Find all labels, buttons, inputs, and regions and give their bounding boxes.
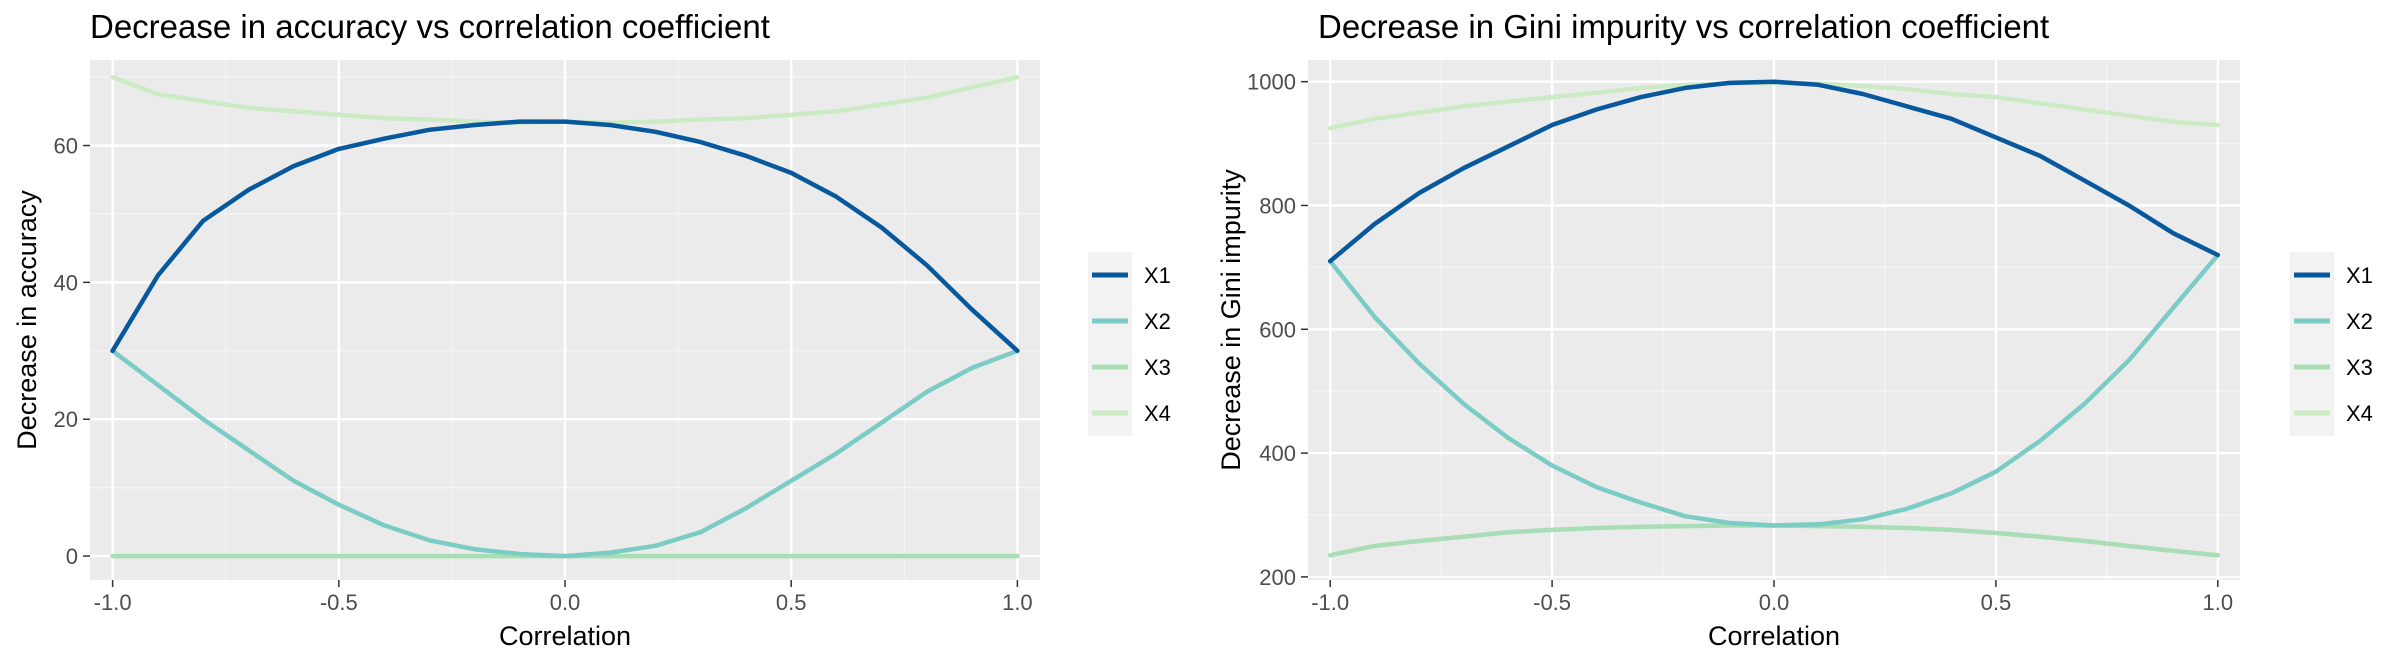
x-tick-label: -0.5 [320,590,358,615]
legend-label: X4 [2346,401,2373,426]
x-tick-label: 0.5 [1981,590,2012,615]
x-tick-label: -0.5 [1533,590,1571,615]
y-tick-label: 0 [66,544,78,569]
y-tick-label: 1000 [1247,70,1296,95]
legend: X1 X2 X3 X4 [2290,252,2373,436]
series-lines [1327,79,2221,558]
gini-chart: Decrease in Gini impurity vs correlation… [1216,8,2373,651]
series-line-x1 [110,119,1020,354]
x-tick-label: -1.0 [94,590,132,615]
legend-label: X2 [1144,309,1171,334]
legend-label: X2 [2346,309,2373,334]
x-tick-label: 1.0 [2203,590,2234,615]
x-axis-title: Correlation [1708,621,1840,651]
series-line-x1 [1327,79,2221,264]
x-tick-label: 0.0 [1759,590,1790,615]
series-line-x2 [1327,252,2221,528]
x-axis-ticks: -1.0 -0.5 0.0 0.5 1.0 [1311,580,2233,615]
chart-title: Decrease in Gini impurity vs correlation… [1318,8,2049,45]
y-tick-label: 600 [1259,317,1296,342]
chart-title: Decrease in accuracy vs correlation coef… [90,8,770,45]
major-grid [1308,60,2240,580]
y-axis-ticks: 0 20 40 60 [54,134,90,569]
legend: X1 X2 X3 X4 [1088,252,1171,436]
x-tick-label: 0.5 [776,590,807,615]
x-tick-label: -1.0 [1311,590,1349,615]
legend-label: X4 [1144,401,1171,426]
y-tick-label: 200 [1259,565,1296,590]
legend-label: X3 [2346,355,2373,380]
y-axis-title: Decrease in Gini impurity [1216,169,1246,471]
series-line-x2 [110,348,1020,559]
series-lines [110,74,1020,559]
y-tick-label: 60 [54,134,78,159]
accuracy-chart: Decrease in accuracy vs correlation coef… [12,8,1171,651]
y-tick-label: 20 [54,407,78,432]
x-axis-title: Correlation [499,621,631,651]
x-tick-label: 0.0 [550,590,581,615]
y-tick-label: 400 [1259,441,1296,466]
y-tick-label: 40 [54,270,78,295]
legend-label: X1 [2346,263,2373,288]
y-axis-ticks: 200 400 600 800 1000 [1247,70,1308,590]
y-tick-label: 800 [1259,193,1296,218]
x-axis-ticks: -1.0 -0.5 0.0 0.5 1.0 [94,580,1033,615]
x-tick-label: 1.0 [1002,590,1033,615]
legend-label: X1 [1144,263,1171,288]
legend-label: X3 [1144,355,1171,380]
y-axis-title: Decrease in accuracy [12,190,42,450]
